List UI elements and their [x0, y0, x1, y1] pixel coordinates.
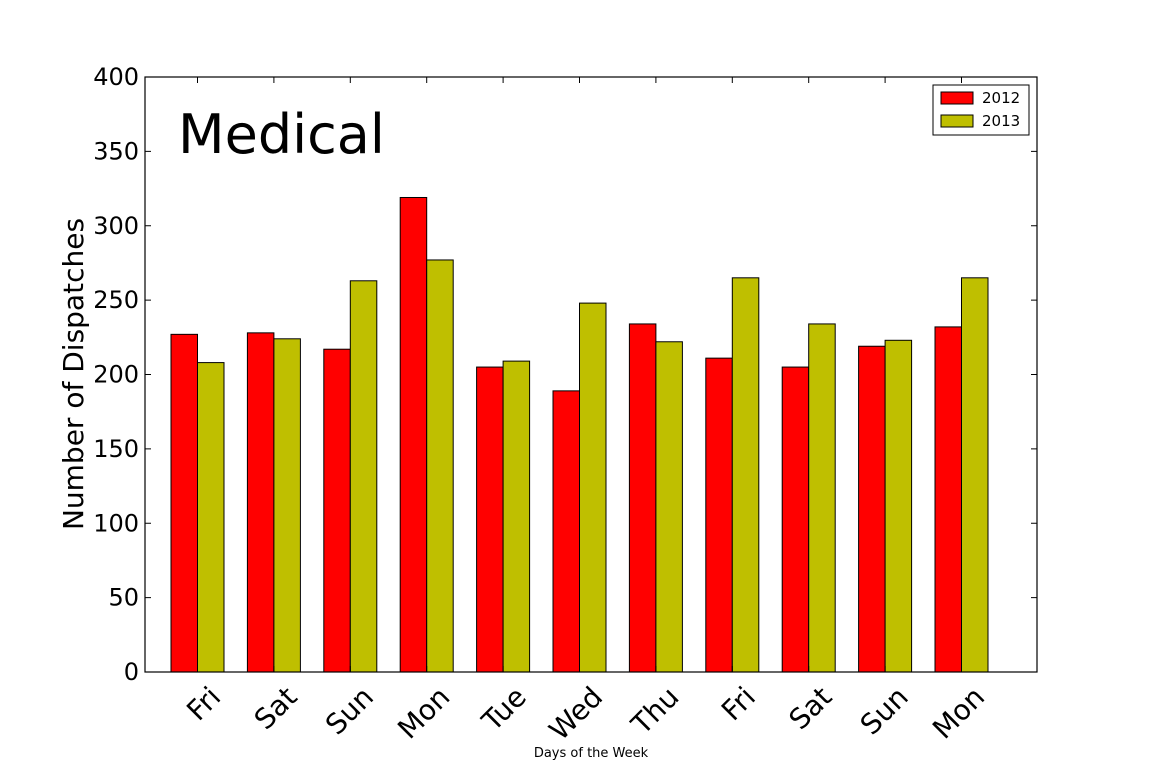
bar-2012-9	[858, 345, 886, 673]
bar-2012-2	[323, 348, 351, 673]
bar-2012-0	[170, 333, 198, 673]
x-tick-label-9: Sun	[854, 680, 915, 741]
plot-frame	[144, 76, 1038, 673]
legend-label-2012: 2012	[982, 89, 1020, 107]
bar-2012-5	[552, 390, 580, 673]
bar-2013-9	[884, 339, 913, 673]
x-tick-label-3: Mon	[391, 680, 456, 745]
x-tick-label-0: Fri	[180, 680, 227, 727]
bar-2013-1	[273, 338, 301, 673]
y-tick-label-350: 350	[93, 137, 139, 165]
bar-2013-6	[655, 341, 683, 673]
bar-2013-3	[426, 259, 454, 673]
bar-2012-1	[246, 332, 275, 673]
bar-2013-10	[961, 277, 989, 673]
legend-label-2013: 2013	[982, 112, 1020, 130]
x-tick-label-2: Sun	[319, 680, 380, 741]
bar-2013-5	[579, 302, 607, 673]
bar-2013-7	[731, 277, 760, 673]
bar-2013-4	[502, 360, 531, 673]
y-tick-label-200: 200	[93, 361, 139, 389]
y-tick-label-100: 100	[93, 509, 139, 537]
y-tick-label-0: 0	[124, 658, 139, 686]
x-tick-label-10: Mon	[926, 680, 991, 745]
y-tick-label-300: 300	[93, 212, 139, 240]
bars-layer	[170, 196, 989, 673]
bar-2013-8	[808, 323, 836, 673]
legend-swatch-2013	[940, 114, 974, 128]
bar-2013-2	[349, 280, 378, 673]
legend: 2012 2013	[932, 84, 1030, 136]
bar-2012-4	[476, 366, 504, 673]
x-tick-label-7: Fri	[715, 680, 762, 727]
x-tick-label-1: Sat	[248, 680, 304, 736]
legend-swatch-2012	[940, 91, 974, 105]
y-tick-label-150: 150	[93, 435, 139, 463]
bar-2013-0	[197, 362, 225, 673]
y-axis-label: Number of Dispatches	[57, 218, 90, 530]
x-tick-label-5: Wed	[543, 680, 610, 747]
y-tick-label-250: 250	[93, 286, 139, 314]
x-axis-label: Days of the Week	[534, 746, 649, 761]
bar-2012-10	[934, 326, 962, 673]
bar-2012-6	[628, 323, 657, 673]
x-tick-label-4: Tue	[475, 680, 533, 738]
bar-2012-3	[399, 196, 428, 673]
y-tick-label-50: 50	[108, 584, 139, 612]
chart-title: Medical	[178, 103, 385, 166]
bar-2012-8	[781, 366, 810, 673]
y-tick-label-400: 400	[93, 63, 139, 91]
bar-2012-7	[705, 357, 733, 673]
x-tick-label-8: Sat	[783, 680, 839, 736]
x-tick-label-6: Thu	[624, 680, 685, 741]
